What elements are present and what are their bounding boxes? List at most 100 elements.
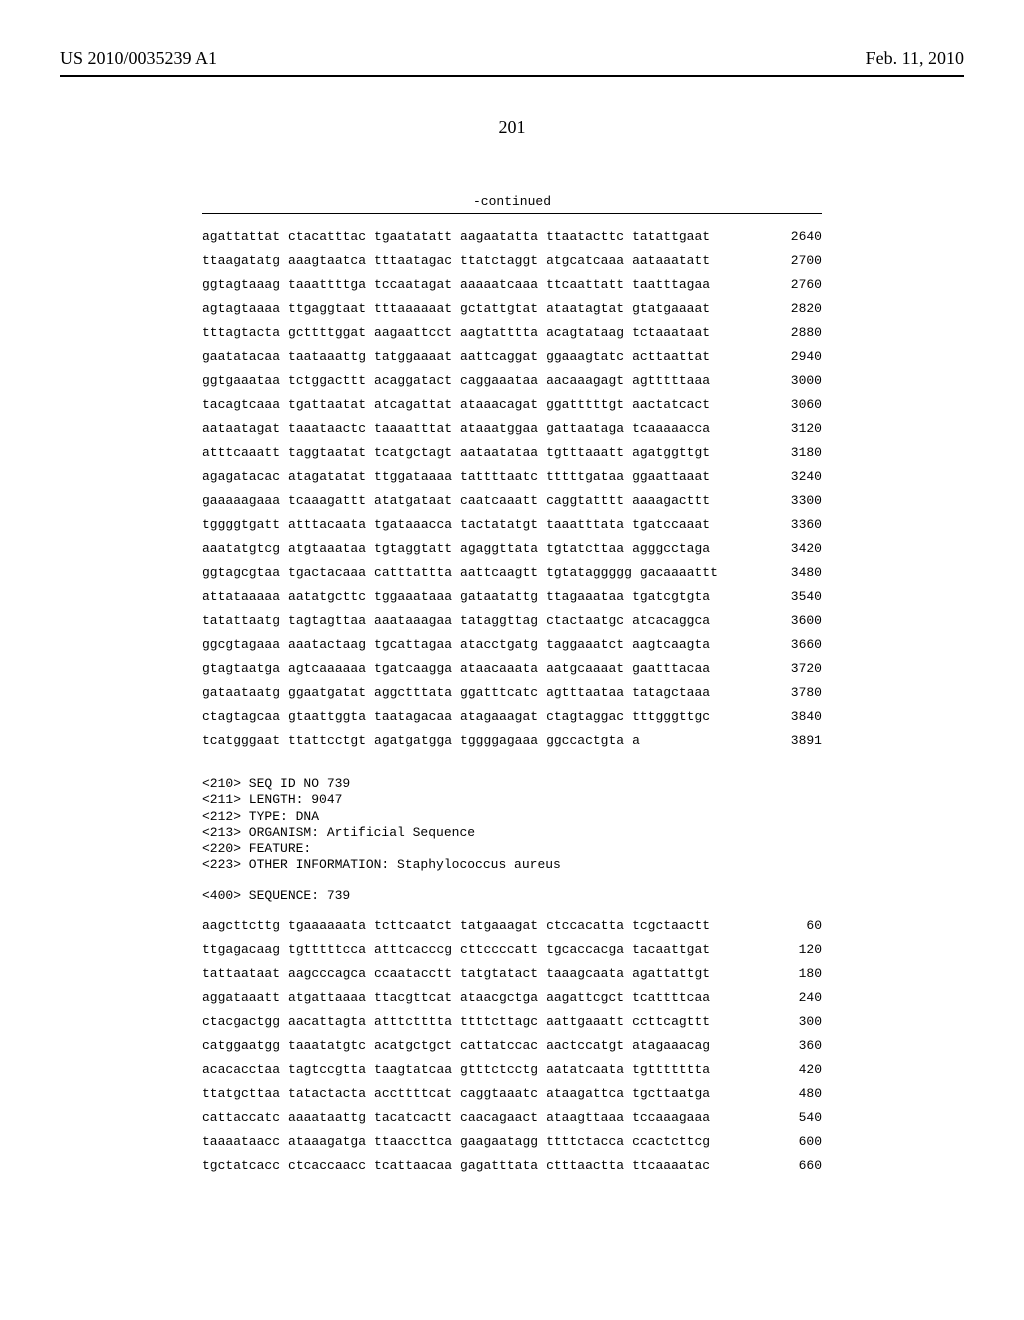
- sequence-bases: ctacgactggaacattagtaatttcttttattttcttagc…: [202, 1015, 748, 1039]
- sequence-bases: aagcttcttgtgaaaaaatatcttcaatcttatgaaagat…: [202, 919, 748, 943]
- sequence-row: agattattatctacatttactgaatatattaagaatatta…: [202, 230, 822, 254]
- sequence-row: tacagtcaaatgattaatatatcagattatataaacagat…: [202, 398, 822, 422]
- sequence-bases: ttgagacaagtgtttttccaatttcacccgcttccccatt…: [202, 943, 748, 967]
- sequence-bases: ctagtagcaagtaattggtataatagacaaatagaaagat…: [202, 710, 748, 734]
- sequence-position: 3120: [748, 422, 822, 446]
- sequence-row: gaatatacaataataaattgtatggaaaataattcaggat…: [202, 350, 822, 374]
- sequence-position: 660: [748, 1159, 822, 1183]
- sequence-row: ggtagtaaagtaaattttgatccaatagataaaaatcaaa…: [202, 278, 822, 302]
- sequence-row: aaatatgtcgatgtaaataatgtaggtattagaggttata…: [202, 542, 822, 566]
- sequence-position: 2760: [748, 278, 822, 302]
- sequence-row: agagatacacatagatatatttggataaaatattttaatc…: [202, 470, 822, 494]
- sequence-bases: ggtagtaaagtaaattttgatccaatagataaaaatcaaa…: [202, 278, 748, 302]
- sequence-position: 600: [748, 1135, 822, 1159]
- seq-top-rule: [202, 213, 822, 214]
- sequence-bases: ttatgcttaatatactactaaccttttcatcaggtaaatc…: [202, 1087, 748, 1111]
- sequence-position: 60: [748, 919, 822, 943]
- sequence-row: acacacctaatagtccgttataagtatcaagtttctcctg…: [202, 1063, 822, 1087]
- sequence-position: 3240: [748, 470, 822, 494]
- sequence-bases: agtagtaaaattgaggtaattttaaaaaatgctattgtat…: [202, 302, 748, 326]
- sequence-position: 2880: [748, 326, 822, 350]
- sequence-bases: acacacctaatagtccgttataagtatcaagtttctcctg…: [202, 1063, 748, 1087]
- sequence-row: aagcttcttgtgaaaaaatatcttcaatcttatgaaagat…: [202, 919, 822, 943]
- sequence-bases: catggaatggtaaatatgtcacatgctgctcattatccac…: [202, 1039, 748, 1063]
- sequence-row: ttgagacaagtgtttttccaatttcacccgcttccccatt…: [202, 943, 822, 967]
- sequence-row: aataatagattaaataactctaaaatttatataaatggaa…: [202, 422, 822, 446]
- sequence-row: ttaagatatgaaagtaatcatttaatagacttatctaggt…: [202, 254, 822, 278]
- sequence-position: 3600: [748, 614, 822, 638]
- sequence-row: ttatgcttaatatactactaaccttttcatcaggtaaatc…: [202, 1087, 822, 1111]
- sequence-bases: aggataaattatgattaaaattacgttcatataacgctga…: [202, 991, 748, 1015]
- sequence-row: tatattaatgtagtagttaaaaataaagaatataggttag…: [202, 614, 822, 638]
- sequence-bases: tcatgggaatttattcctgtagatgatggatggggagaaa…: [202, 734, 748, 758]
- sequence-bases: atttcaaatttaggtaatattcatgctagtaataatataa…: [202, 446, 748, 470]
- header-rule: [60, 75, 964, 77]
- sequence-row: tcatgggaatttattcctgtagatgatggatggggagaaa…: [202, 734, 822, 758]
- sequence-bases: attataaaaaaatatgcttctggaaataaagataatattg…: [202, 590, 748, 614]
- sequence-position: 3840: [748, 710, 822, 734]
- sequence-position: 2700: [748, 254, 822, 278]
- sequence-position: 3891: [748, 734, 822, 758]
- sequence-bases: cattaccatcaaaataattgtacatcacttcaacagaact…: [202, 1111, 748, 1135]
- sequence-bases: tttagtactagcttttggataagaattcctaagtatttta…: [202, 326, 748, 350]
- sequence-row: tttagtactagcttttggataagaattcctaagtatttta…: [202, 326, 822, 350]
- sequence-position: 240: [748, 991, 822, 1015]
- sequence-bases: tgctatcaccctcaccaacctcattaacaagagatttata…: [202, 1159, 748, 1183]
- page-number: 201: [60, 117, 964, 138]
- sequence-bases: gaaaaagaaatcaaagatttatatgataatcaatcaaatt…: [202, 494, 748, 518]
- sequence-position: 3360: [748, 518, 822, 542]
- sequence-row: aggataaattatgattaaaattacgttcatataacgctga…: [202, 991, 822, 1015]
- sequence-bases: taaaataaccataaagatgattaaccttcagaagaatagg…: [202, 1135, 748, 1159]
- sequence-position: 3180: [748, 446, 822, 470]
- sequence-bases: tggggtgattatttacaatatgataaaccatactatatgt…: [202, 518, 748, 542]
- sequence-bases: aataatagattaaataactctaaaatttatataaatggaa…: [202, 422, 748, 446]
- sequence-bases: gtagtaatgaagtcaaaaaatgatcaaggaataacaaata…: [202, 662, 748, 686]
- sequence-position: 360: [748, 1039, 822, 1063]
- sequence-row: catggaatggtaaatatgtcacatgctgctcattatccac…: [202, 1039, 822, 1063]
- sequence-bases: ggtagcgtaatgactacaaacatttatttaaattcaagtt…: [202, 566, 748, 590]
- sequence-bases: gataataatgggaatgatataggctttataggatttcatc…: [202, 686, 748, 710]
- sequence-row: ctagtagcaagtaattggtataatagacaaatagaaagat…: [202, 710, 822, 734]
- sequence-position: 2640: [748, 230, 822, 254]
- sequence-bases: agagatacacatagatatatttggataaaatattttaatc…: [202, 470, 748, 494]
- sequence-position: 2940: [748, 350, 822, 374]
- sequence-listing: -continued agattattatctacatttactgaatatat…: [202, 194, 822, 1183]
- sequence-position: 420: [748, 1063, 822, 1087]
- sequence-position: 180: [748, 967, 822, 991]
- sequence-bases: tattaataataagcccagcaccaatacctttatgtatact…: [202, 967, 748, 991]
- sequence-position: 3780: [748, 686, 822, 710]
- sequence-row: tattaataataagcccagcaccaatacctttatgtatact…: [202, 967, 822, 991]
- sequence-row: tgctatcaccctcaccaacctcattaacaagagatttata…: [202, 1159, 822, 1183]
- sequence-400-label: <400> SEQUENCE: 739: [202, 888, 822, 903]
- sequence-position: 540: [748, 1111, 822, 1135]
- sequence-position: 3420: [748, 542, 822, 566]
- sequence-row: taaaataaccataaagatgattaaccttcagaagaatagg…: [202, 1135, 822, 1159]
- continued-label: -continued: [202, 194, 822, 209]
- sequence-bases: agattattatctacatttactgaatatattaagaatatta…: [202, 230, 748, 254]
- sequence-table-2: aagcttcttgtgaaaaaatatcttcaatcttatgaaagat…: [202, 919, 822, 1183]
- sequence-row: agtagtaaaattgaggtaattttaaaaaatgctattgtat…: [202, 302, 822, 326]
- sequence-table-1: agattattatctacatttactgaatatattaagaatatta…: [202, 230, 822, 758]
- sequence-bases: tacagtcaaatgattaatatatcagattatataaacagat…: [202, 398, 748, 422]
- page-root: US 2010/0035239 A1 Feb. 11, 2010 201 -co…: [0, 0, 1024, 1320]
- sequence-position: 3000: [748, 374, 822, 398]
- sequence-position: 2820: [748, 302, 822, 326]
- sequence-position: 3060: [748, 398, 822, 422]
- publication-number: US 2010/0035239 A1: [60, 48, 217, 69]
- sequence-row: ggtgaaataatctggactttacaggatactcaggaaataa…: [202, 374, 822, 398]
- sequence-bases: aaatatgtcgatgtaaataatgtaggtattagaggttata…: [202, 542, 748, 566]
- sequence-bases: gaatatacaataataaattgtatggaaaataattcaggat…: [202, 350, 748, 374]
- sequence-position: 3540: [748, 590, 822, 614]
- sequence-row: attataaaaaaatatgcttctggaaataaagataatattg…: [202, 590, 822, 614]
- sequence-row: ggtagcgtaatgactacaaacatttatttaaattcaagtt…: [202, 566, 822, 590]
- sequence-bases: ggtgaaataatctggactttacaggatactcaggaaataa…: [202, 374, 748, 398]
- sequence-bases: tatattaatgtagtagttaaaaataaagaatataggttag…: [202, 614, 748, 638]
- sequence-row: gtagtaatgaagtcaaaaaatgatcaaggaataacaaata…: [202, 662, 822, 686]
- sequence-position: 3720: [748, 662, 822, 686]
- sequence-position: 480: [748, 1087, 822, 1111]
- sequence-metadata: <210> SEQ ID NO 739 <211> LENGTH: 9047 <…: [202, 776, 822, 874]
- sequence-position: 300: [748, 1015, 822, 1039]
- sequence-row: cattaccatcaaaataattgtacatcacttcaacagaact…: [202, 1111, 822, 1135]
- sequence-bases: ggcgtagaaaaaatactaagtgcattagaaatacctgatg…: [202, 638, 748, 662]
- sequence-row: ctacgactggaacattagtaatttcttttattttcttagc…: [202, 1015, 822, 1039]
